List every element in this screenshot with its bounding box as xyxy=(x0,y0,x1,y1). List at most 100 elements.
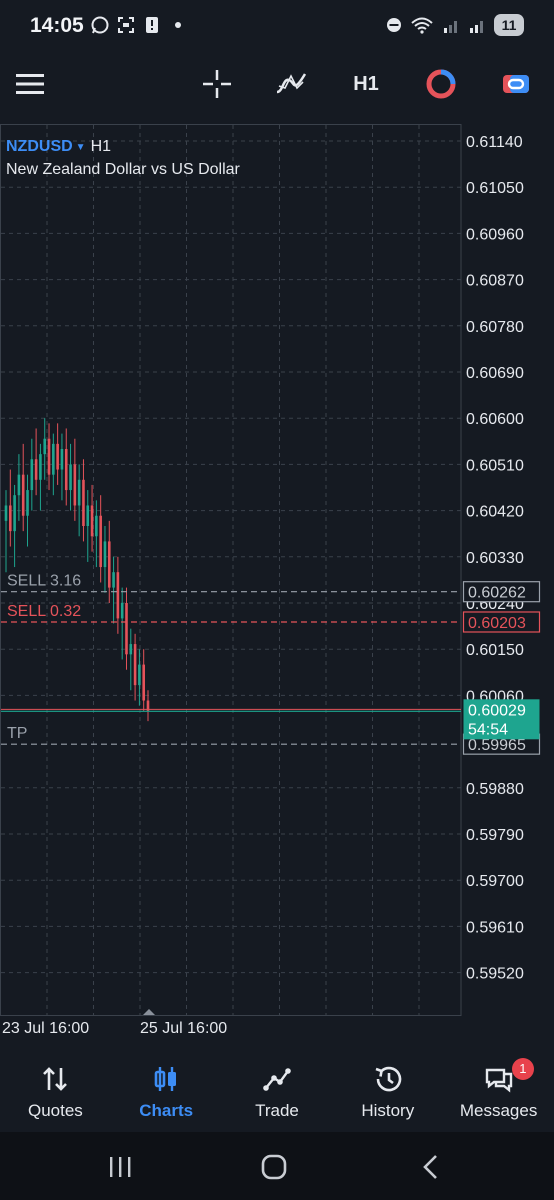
timeframe-label: H1 xyxy=(353,72,379,95)
trade-panel-icon xyxy=(503,75,529,93)
symbol-description: New Zealand Dollar vs US Dollar xyxy=(6,161,240,178)
price-chart[interactable]: 0.61140 0.61050 0.60960 0.60870 0.60780 0.606… xyxy=(0,124,554,1044)
candle-body xyxy=(125,603,128,655)
candle-body xyxy=(9,505,12,532)
status-time: 14:05 xyxy=(30,14,84,37)
chart-area[interactable]: 0.61140 0.61050 0.60960 0.60870 0.60780 0.606… xyxy=(0,124,554,1044)
price-tick-label: 0.60510 xyxy=(466,457,524,474)
indicators-button[interactable] xyxy=(271,64,311,104)
candle-body xyxy=(95,515,98,537)
hamburger-icon xyxy=(16,74,44,94)
order-price-box xyxy=(462,611,541,633)
price-tick-label: 0.60780 xyxy=(466,319,524,336)
price-tick-label: 0.60690 xyxy=(466,365,524,382)
trade-icon xyxy=(263,1068,291,1091)
home-icon xyxy=(261,1154,287,1180)
candle-body xyxy=(146,700,150,711)
price-tick-label: 0.60150 xyxy=(466,642,524,659)
history-icon xyxy=(375,1066,402,1092)
time-axis-label: 25 Jul 16:00 xyxy=(140,1020,227,1037)
candle-body xyxy=(21,474,25,516)
time-axis-label: 23 Jul 16:00 xyxy=(2,1020,89,1037)
timeframe-button[interactable]: H1 xyxy=(346,64,386,104)
whatsapp-icon xyxy=(91,16,109,34)
time-marker-icon[interactable] xyxy=(143,1009,155,1015)
wifi-icon xyxy=(411,17,433,34)
price-tick-label: 0.59880 xyxy=(466,781,524,798)
candle-body xyxy=(34,459,38,480)
price-tick-label: 0.60420 xyxy=(466,504,524,521)
order-line-label[interactable]: SELL 0.32 xyxy=(7,603,81,620)
candle-body xyxy=(142,664,145,701)
chart-toolbar: H1 xyxy=(0,56,554,112)
order-price-box xyxy=(462,581,541,603)
system-navigation-bar xyxy=(0,1132,554,1200)
candle-body xyxy=(103,541,107,568)
candle-body xyxy=(30,459,34,491)
nav-trade[interactable]: Trade xyxy=(222,1058,333,1130)
crosshair-button[interactable] xyxy=(197,64,237,104)
candle-body xyxy=(69,464,72,491)
status-bar: 14:05 11 xyxy=(0,0,554,54)
candle-body xyxy=(82,479,85,526)
candle-body xyxy=(112,572,115,588)
symbol-header[interactable]: NZDUSD ▼ H1 xyxy=(6,138,111,156)
price-tick-label: 0.61050 xyxy=(466,180,524,197)
order-line-label[interactable]: SELL 3.16 xyxy=(7,573,81,590)
candle-body xyxy=(56,443,59,470)
order-price-label: 0.59965 xyxy=(468,737,526,754)
symbol-name[interactable]: NZDUSD xyxy=(6,138,73,155)
alert-icon xyxy=(146,17,158,33)
nav-messages[interactable]: Messages 1 xyxy=(443,1058,554,1130)
nav-history-label: History xyxy=(361,1101,415,1120)
price-tick-label: 0.60330 xyxy=(466,550,524,567)
status-notification-icons xyxy=(90,15,188,35)
current-price-box xyxy=(463,699,540,740)
candle-body xyxy=(107,541,111,588)
one-click-trading-button[interactable] xyxy=(421,64,461,104)
symbol-timeframe: H1 xyxy=(90,138,112,155)
candle-body xyxy=(64,449,68,491)
messages-badge: 1 xyxy=(511,1058,534,1080)
order-line-label[interactable]: TP xyxy=(7,725,27,742)
nav-charts[interactable]: Charts xyxy=(111,1058,222,1130)
dot-icon xyxy=(175,22,181,28)
plot-border xyxy=(0,124,462,1016)
candle-body xyxy=(60,449,64,470)
nav-messages-label: Messages xyxy=(459,1101,538,1120)
candle-body xyxy=(43,438,47,455)
bottom-navigation: Quotes Charts Trade History Messages 1 xyxy=(0,1058,554,1130)
bar-countdown-label: 54:54 xyxy=(468,721,508,738)
home-button[interactable] xyxy=(259,1152,289,1182)
screenshot-icon xyxy=(118,17,134,33)
current-price-label: 0.60029 xyxy=(468,702,526,719)
candle-body xyxy=(4,505,8,521)
indicators-icon xyxy=(276,73,307,94)
crosshair-icon xyxy=(203,70,231,98)
candle-body xyxy=(116,572,120,619)
recent-apps-icon xyxy=(110,1157,131,1177)
recent-apps-button[interactable] xyxy=(105,1152,135,1182)
candle-body xyxy=(77,479,81,506)
dnd-icon xyxy=(387,18,401,32)
price-tick-label: 0.61140 xyxy=(466,134,523,151)
candle-body xyxy=(17,474,21,496)
order-price-label: 0.60262 xyxy=(468,585,526,602)
menu-button[interactable] xyxy=(10,64,50,104)
price-tick-label: 0.60870 xyxy=(466,273,524,290)
nav-quotes[interactable]: Quotes xyxy=(0,1058,111,1130)
nav-history[interactable]: History xyxy=(332,1058,443,1130)
charts-icon xyxy=(154,1067,177,1091)
nav-trade-label: Trade xyxy=(255,1101,299,1120)
symbol-dropdown-icon[interactable]: ▼ xyxy=(75,141,86,153)
candle-body xyxy=(47,438,51,475)
candle-body xyxy=(129,644,133,655)
back-button[interactable] xyxy=(416,1152,446,1182)
candle-body xyxy=(133,644,137,686)
price-tick-label: 0.60600 xyxy=(466,411,524,428)
trade-panel-button[interactable] xyxy=(496,64,536,104)
back-icon xyxy=(423,1155,437,1179)
status-system-icons: 11 xyxy=(384,14,524,36)
order-price-label: 0.60203 xyxy=(468,615,526,632)
candle-body xyxy=(90,505,94,537)
